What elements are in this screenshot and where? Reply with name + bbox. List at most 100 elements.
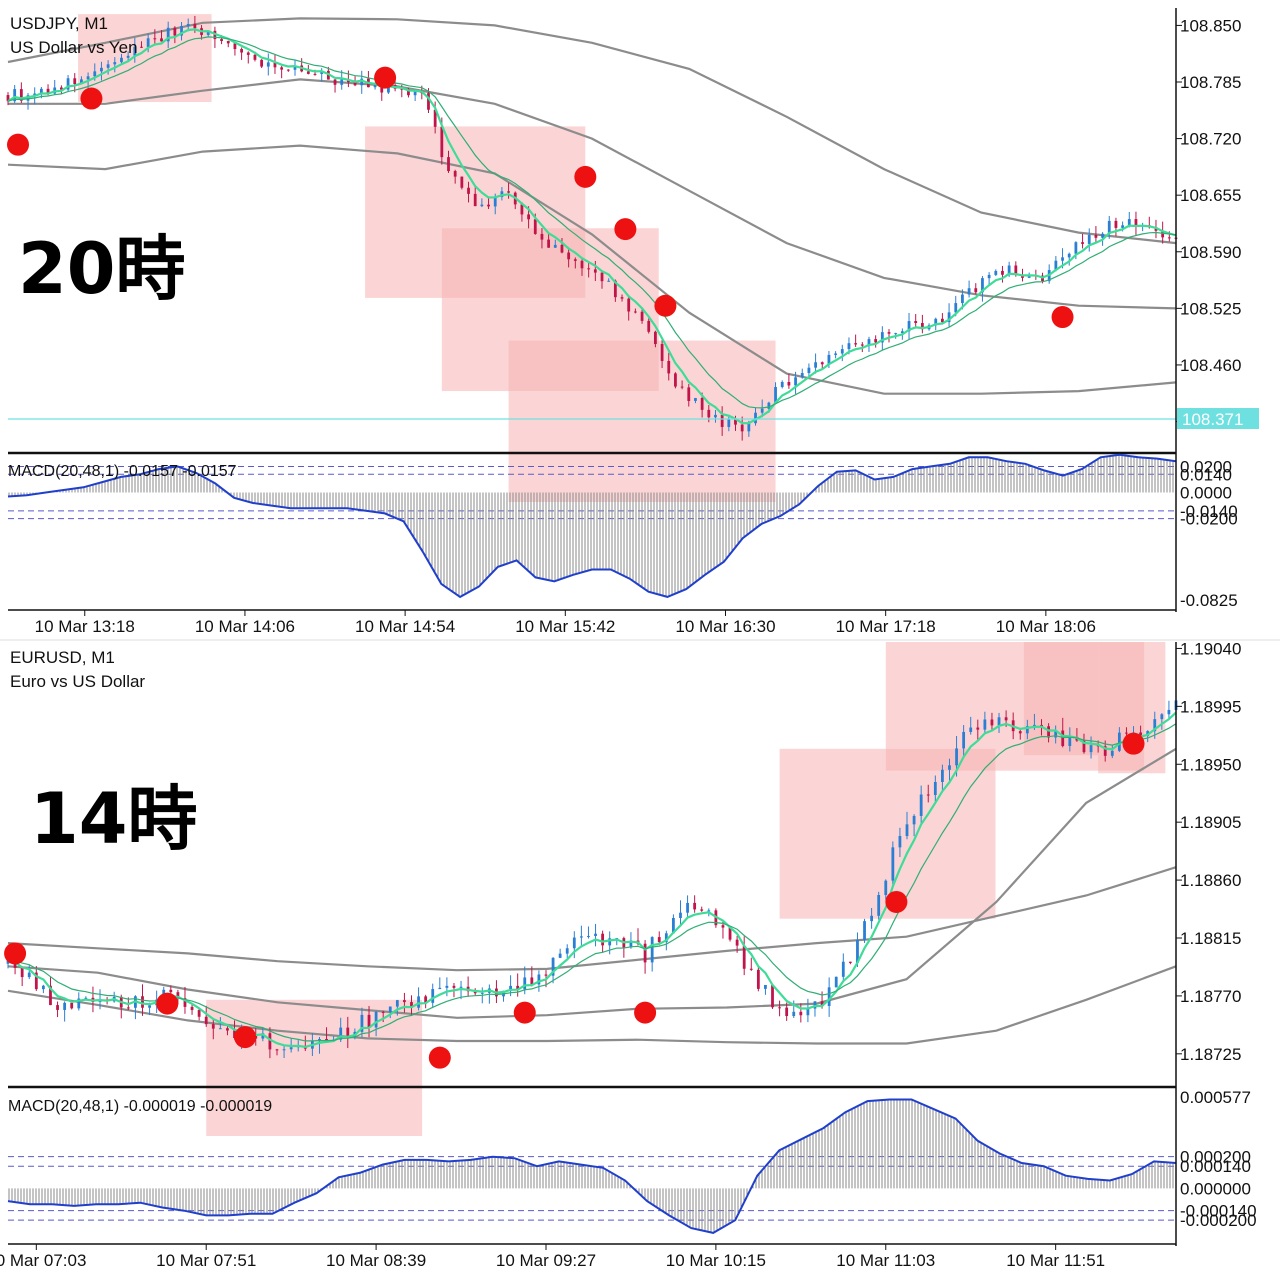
- usdjpy-candle-body: [760, 408, 764, 413]
- eurusd-highlight-boxes: [206, 642, 1166, 1136]
- eurusd-candle-body: [834, 976, 838, 988]
- usdjpy-candle-body: [126, 55, 130, 58]
- eurusd-candle-body: [367, 1014, 371, 1028]
- eurusd-candle-body: [34, 972, 38, 990]
- usdjpy-ema-slow-line: [7, 36, 1177, 409]
- eurusd-time-tick-label: 10 Mar 10:15: [666, 1251, 766, 1270]
- eurusd-candle-body: [1089, 745, 1093, 753]
- eurusd-candle-body: [884, 880, 888, 896]
- usdjpy-signal-dot: [654, 294, 677, 317]
- usdjpy-candle-body: [73, 78, 77, 85]
- eurusd-candle-body: [388, 1006, 392, 1013]
- eurusd-candle-body: [948, 765, 951, 770]
- usdjpy-candle-body: [1081, 242, 1084, 244]
- eurusd-candle-body: [785, 1007, 789, 1017]
- eurusd-candle-body: [756, 969, 760, 989]
- usdjpy-candle-body: [206, 30, 210, 35]
- usdjpy-price-tick-label: 108.525: [1180, 299, 1241, 318]
- usdjpy-candle-body: [647, 320, 651, 332]
- usdjpy-candle-body: [1061, 257, 1064, 261]
- usdjpy-candle-body: [540, 233, 544, 240]
- eurusd-candle-body: [226, 1028, 229, 1031]
- usdjpy-candle-body: [587, 268, 591, 270]
- usdjpy-candle-body: [674, 373, 677, 387]
- eurusd-candle-body: [20, 967, 24, 978]
- usdjpy-candle-body: [827, 354, 831, 365]
- usdjpy-candle-body: [507, 191, 510, 193]
- usdjpy-signal-dot: [374, 66, 397, 89]
- usdjpy-current-price-label: 108.371: [1182, 410, 1243, 429]
- eurusd-candle-body: [679, 912, 682, 918]
- eurusd-candle-body: [169, 989, 173, 993]
- eurusd-candle-body: [84, 997, 88, 999]
- usdjpy-macd-tick-label: 0.0200: [1180, 457, 1232, 476]
- eurusd-candle-body: [424, 996, 428, 1003]
- eurusd-envelope-upper-line: [7, 866, 1177, 972]
- usdjpy-candle-body: [440, 126, 444, 158]
- usdjpy-candle-body: [967, 288, 971, 295]
- eurusd-time-tick-label: 10 Mar 07:51: [156, 1251, 256, 1270]
- usdjpy-candle-body: [981, 278, 984, 293]
- usdjpy-overlay-label: 20時: [18, 228, 185, 310]
- usdjpy-candle-body: [840, 349, 844, 354]
- eurusd-highlight-box-1: [779, 748, 996, 919]
- usdjpy-candle-body: [654, 331, 657, 345]
- eurusd-candle-body: [863, 921, 866, 941]
- eurusd-candle-body: [261, 1033, 265, 1039]
- eurusd-candle-body: [608, 938, 612, 946]
- usdjpy-macd-pane: [7, 453, 1177, 599]
- usdjpy-candle-body: [754, 412, 757, 424]
- usdjpy-candle-body: [293, 65, 297, 70]
- eurusd-candle-body: [579, 936, 583, 938]
- eurusd-candle-body: [141, 996, 144, 1008]
- eurusd-candle-body: [742, 945, 746, 969]
- usdjpy-signal-dot: [614, 218, 637, 241]
- usdjpy-price-tick-label: 108.655: [1180, 186, 1241, 205]
- usdjpy-time-tick-label: 10 Mar 14:06: [195, 617, 295, 636]
- eurusd-candle-body: [735, 939, 739, 946]
- eurusd-candle-body: [395, 1000, 399, 1007]
- usdjpy-candle-body: [607, 280, 611, 282]
- usdjpy-candle-body: [1094, 234, 1098, 238]
- usdjpy-candle-body: [106, 64, 110, 68]
- usdjpy-time-tick-label: 10 Mar 17:18: [836, 617, 936, 636]
- usdjpy-candle-body: [353, 82, 357, 86]
- eurusd-candle-body: [204, 1016, 208, 1025]
- eurusd-envelope-middle-line: [7, 747, 1177, 1019]
- usdjpy-candle-body: [340, 79, 344, 85]
- eurusd-candle-body: [565, 948, 569, 954]
- usdjpy-moving-averages: [7, 28, 1177, 425]
- usdjpy-symbol-label: USDJPY, M1: [10, 14, 108, 33]
- eurusd-candle-body: [1167, 709, 1171, 715]
- usdjpy-candle-body: [1167, 237, 1171, 239]
- eurusd-envelope-lines: [7, 747, 1177, 1045]
- eurusd-candle-body: [1061, 730, 1065, 747]
- eurusd-time-tick-label: 10 Mar 11:51: [1006, 1251, 1105, 1270]
- usdjpy-candle-body: [1067, 253, 1071, 258]
- usdjpy-candle-body: [1114, 220, 1118, 228]
- usdjpy-candle-body: [1134, 219, 1138, 227]
- usdjpy-candle-body: [867, 339, 871, 346]
- usdjpy-highlight-box-3: [508, 340, 776, 502]
- usdjpy-candle-body: [380, 85, 384, 93]
- eurusd-time-axis: 10 Mar 07:03 10 Mar 07:51 10 Mar 08:39 10 M…: [0, 1244, 1105, 1270]
- usdjpy-candle-body: [19, 89, 23, 101]
- eurusd-time-tick-label: 10 Mar 11:03: [836, 1251, 935, 1270]
- eurusd-candle-body: [282, 1049, 286, 1051]
- usdjpy-candle-body: [260, 59, 264, 67]
- eurusd-candle-body: [650, 937, 654, 963]
- usdjpy-candle-body: [627, 298, 631, 312]
- usdjpy-envelope-lower-line: [7, 144, 1177, 395]
- eurusd-price-tick-label: 1.18995: [1180, 697, 1241, 716]
- usdjpy-candle-body: [233, 43, 237, 50]
- usdjpy-candle-body: [453, 171, 457, 177]
- eurusd-price-tick-label: 1.18815: [1180, 929, 1241, 948]
- eurusd-candle-body: [848, 961, 852, 963]
- usdjpy-candle-body: [1014, 265, 1018, 275]
- usdjpy-candle-body: [854, 343, 858, 345]
- eurusd-candle-body: [70, 1002, 74, 1009]
- usdjpy-candle-body: [173, 27, 177, 36]
- eurusd-candle-body: [572, 937, 576, 949]
- eurusd-price-tick-label: 1.18905: [1180, 813, 1241, 832]
